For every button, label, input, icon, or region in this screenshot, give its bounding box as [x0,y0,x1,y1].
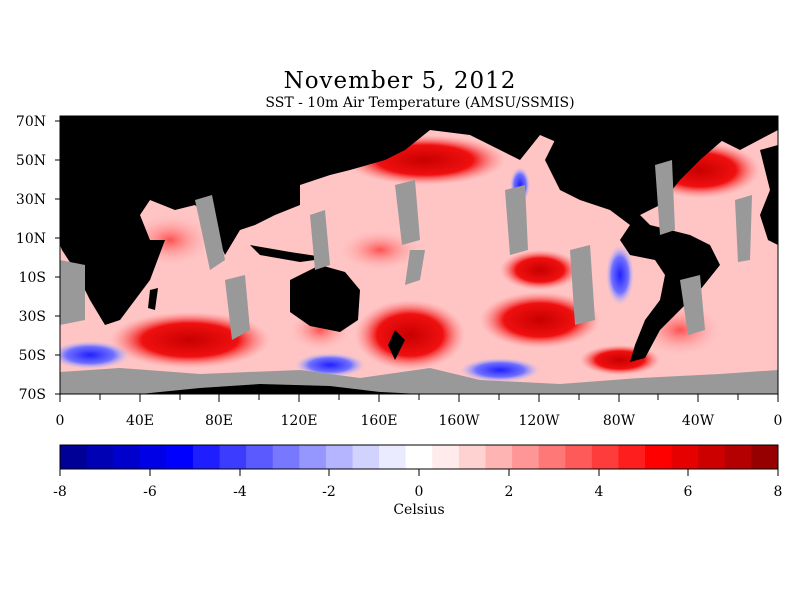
land-australia [290,265,360,332]
lat-label: 30N [16,192,46,208]
lat-label: 70N [16,114,46,130]
lon-label: 160W [438,413,480,429]
colorbar-tick-label: 0 [415,484,424,500]
lon-label: 0 [56,413,65,429]
land-madagascar [148,288,158,310]
colorbar-cell [458,445,486,469]
land-indonesia [250,245,330,262]
lon-ticks [59,394,779,402]
colorbar-tick-label: 6 [684,484,693,500]
land-americas [545,116,778,362]
lon-label: 120W [518,413,560,429]
colorbar-tick-label: -8 [53,484,67,500]
colorbar-cell [325,445,354,469]
lon-label: 40E [126,413,154,429]
lat-ticks [55,120,60,395]
colorbar-cell [60,445,88,469]
colorbar-cell [591,445,619,469]
antarctica-land [140,384,420,394]
colorbar-cell [352,445,380,469]
colorbar-cell [724,445,752,469]
colorbar-tick-label: -2 [322,484,336,500]
colorbar-cell [192,445,221,469]
colorbar-cell [272,445,300,469]
map-field [60,116,778,394]
colorbar-unit-label: Celsius [393,502,444,518]
colorbar-tick-label: -6 [143,484,157,500]
colorbar-cell [299,445,327,469]
lon-label: 80W [603,413,636,429]
colorbar-cell [113,445,141,469]
lat-label: 50N [16,153,46,169]
colorbar-cell [379,445,407,469]
map-title: November 5, 2012 [283,68,517,94]
map-subtitle: SST - 10m Air Temperature (AMSU/SSMIS) [265,95,575,111]
lat-label: 30S [19,309,46,325]
colorbar-tick-label: -4 [233,484,247,500]
lon-label: 40W [682,413,715,429]
colorbar-ticks [59,469,779,476]
land-africa-eurasia [60,116,778,325]
lon-axis: 0 40E 80E 120E 160E 160W 120W 80W 40W 0 [56,413,783,429]
colorbar-cell [405,445,433,469]
lat-axis: 70N 50N 30N 10N 10S 30S 50S 70S [16,114,46,403]
colorbar-tick-label: 8 [774,484,783,500]
colorbar-cell [512,445,540,469]
colorbar-cell [645,445,673,469]
colorbar-tick-label: 4 [595,484,604,500]
colorbar-cell [671,445,699,469]
colorbar [60,445,779,469]
lon-label: 0 [774,413,783,429]
colorbar-cell [432,445,460,469]
lat-label: 10N [16,231,46,247]
lat-label: 70S [19,387,46,403]
colorbar-cell [538,445,566,469]
colorbar-tick-label: 2 [505,484,514,500]
colorbar-cell [485,445,513,469]
colorbar-cell [565,445,593,469]
land-newzealand [388,330,405,360]
colorbar-labels: -8 -6 -4 -2 0 2 4 6 8 Celsius [53,484,782,518]
colorbar-cell [698,445,726,469]
lat-label: 10S [19,270,46,286]
lon-label: 160E [361,413,398,429]
colorbar-cell [618,445,646,469]
colorbar-cell [219,445,247,469]
land-europe-east [760,145,778,245]
colorbar-cell [166,445,194,469]
lon-label: 80E [205,413,233,429]
colorbar-cell [139,445,167,469]
lon-label: 120E [281,413,318,429]
colorbar-cell [246,445,274,469]
colorbar-cell [86,445,114,469]
lat-label: 50S [19,348,46,364]
colorbar-cell [751,445,779,469]
land-greenland [690,116,778,150]
